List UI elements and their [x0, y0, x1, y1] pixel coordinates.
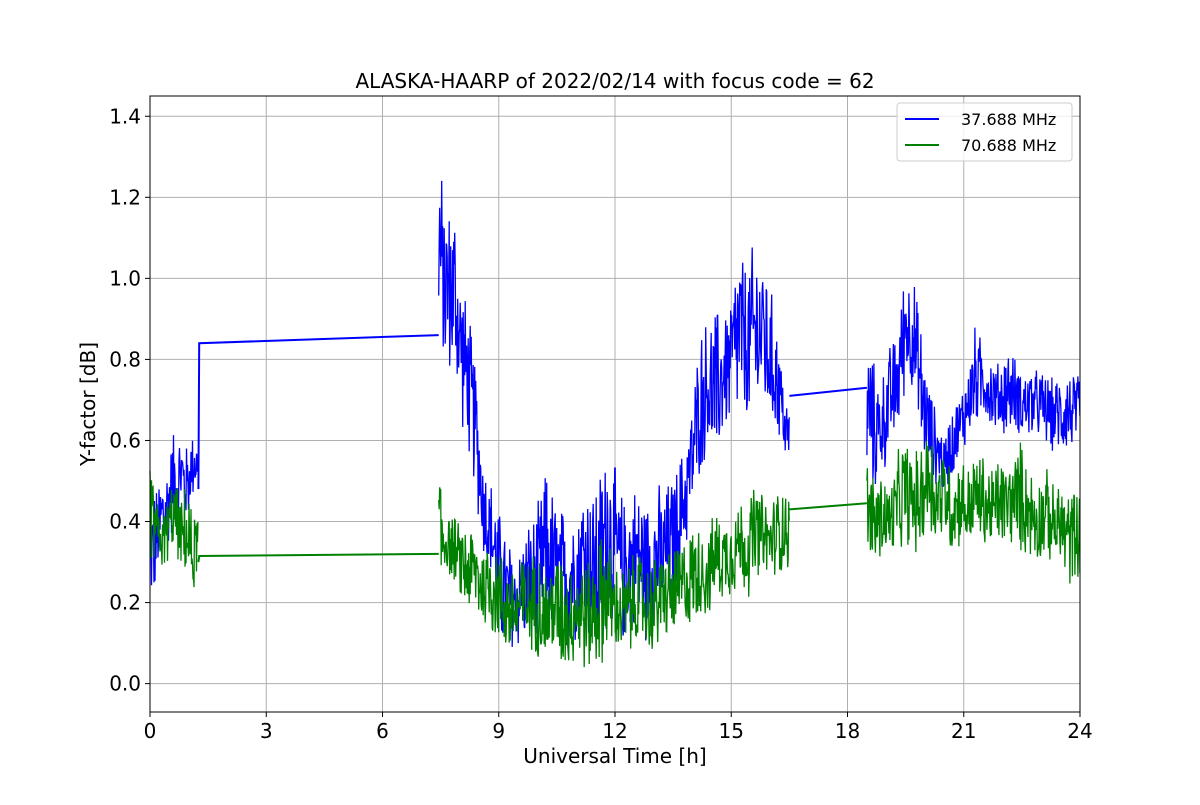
legend-label-70-688-mhz: 70.688 MHz [961, 136, 1056, 155]
x-tick-label: 9 [492, 719, 505, 743]
legend-label-37-688-mhz: 37.688 MHz [961, 110, 1056, 129]
legend-box [896, 102, 1073, 162]
y-tick-label: 0.8 [109, 347, 141, 371]
series-37-688-mhz [149, 180, 1081, 649]
series-line-37-688-mhz [438, 180, 790, 649]
x-tick-label: 24 [1067, 719, 1092, 743]
x-tick-label: 0 [144, 719, 157, 743]
series-line-37-688-mhz [197, 334, 439, 490]
x-tick-label: 15 [719, 719, 744, 743]
y-tick-label: 0.2 [109, 591, 141, 615]
y-tick-label: 1.4 [109, 104, 141, 128]
x-tick-label: 21 [951, 719, 976, 743]
series-line-37-688-mhz [789, 386, 868, 397]
series-70-688-mhz [149, 440, 1081, 668]
series-line-37-688-mhz [866, 286, 1081, 487]
series-line-70-688-mhz [789, 502, 867, 511]
y-tick-label: 1.2 [109, 185, 141, 209]
chart-title: ALASKA-HAARP of 2022/02/14 with focus co… [355, 69, 874, 93]
x-tick-label: 6 [376, 719, 389, 743]
series-line-70-688-mhz [438, 487, 790, 668]
y-tick-label: 1.0 [109, 266, 141, 290]
x-axis-label: Universal Time [h] [523, 744, 706, 768]
series-line-70-688-mhz [149, 470, 199, 588]
axis-ticks: 0 3 6 9 12 15 18 21 24 0.0 0.2 0.4 0.6 0.8 1.0 1.2 1.4 [109, 104, 1093, 743]
y-tick-label: 0.0 [109, 672, 141, 696]
x-tick-label: 3 [260, 719, 273, 743]
x-tick-label: 18 [835, 719, 860, 743]
series-group [149, 180, 1081, 668]
x-tick-label: 12 [602, 719, 627, 743]
series-line-70-688-mhz [866, 440, 1081, 584]
series-line-70-688-mhz [197, 552, 439, 563]
y-axis-label: Y-factor [dB] [76, 342, 100, 467]
legend: 37.688 MHz 70.688 MHz [896, 102, 1073, 162]
y-tick-label: 0.6 [109, 428, 141, 452]
y-tick-label: 0.4 [109, 510, 141, 534]
